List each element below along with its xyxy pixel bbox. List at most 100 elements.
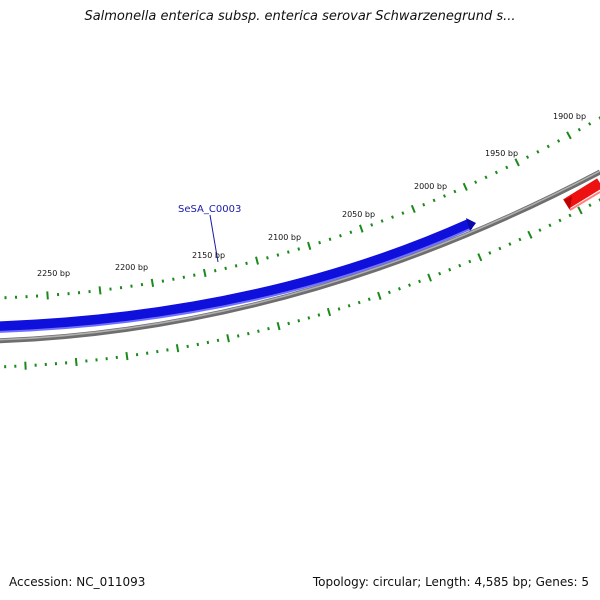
- ruler-minor-tick: [508, 242, 512, 246]
- ruler-major-tick: [202, 268, 207, 278]
- ruler-major-tick: [226, 334, 230, 343]
- gene-label-sesa-c0003[interactable]: SeSA_C0003: [178, 204, 241, 215]
- ruler-major-tick: [514, 158, 520, 167]
- ruler-minor-tick: [380, 219, 384, 223]
- ruler-minor-tick: [538, 228, 542, 232]
- ruler-minor-tick: [287, 321, 291, 326]
- ruler-minor-tick: [488, 251, 492, 255]
- ruler-minor-tick: [422, 202, 426, 207]
- gene-label-line: [209, 214, 219, 263]
- ruler-minor-tick: [224, 266, 227, 271]
- ruler-minor-tick: [397, 287, 401, 291]
- ruler-minor-tick: [494, 170, 498, 175]
- ruler-minor-tick: [546, 144, 550, 149]
- ruler-minor-tick: [370, 223, 374, 227]
- ruler-major-tick: [527, 230, 533, 239]
- ruler-major-tick: [359, 224, 364, 233]
- ruler-minor-tick: [498, 246, 502, 251]
- ruler-major-tick: [255, 256, 259, 265]
- ruler-label-2100: 2100 bp: [268, 233, 301, 242]
- ruler-minor-tick: [234, 264, 238, 268]
- ruler-minor-tick: [418, 279, 422, 284]
- ruler-major-tick: [477, 253, 483, 262]
- ruler-minor-tick: [432, 198, 436, 203]
- gene-arrowhead-blue: [466, 218, 476, 231]
- backbone-ring-highlight: [0, 170, 600, 341]
- ruler-major-tick: [462, 182, 468, 191]
- ruler-minor-tick: [246, 331, 250, 336]
- ruler-major-tick: [276, 322, 281, 331]
- ruler-minor-tick: [568, 213, 572, 218]
- ruler-minor-tick: [182, 275, 186, 279]
- gene-arc-red-shade: [569, 191, 600, 211]
- ruler-minor-tick: [448, 267, 452, 272]
- ruler-minor-tick: [318, 240, 322, 245]
- ruler-major-tick: [74, 357, 78, 367]
- ruler-minor-tick: [161, 279, 165, 283]
- ruler-major-tick: [175, 344, 180, 353]
- ruler-minor-tick: [328, 237, 332, 241]
- ruler-label-2050: 2050 bp: [342, 210, 375, 219]
- ruler-minor-tick: [236, 334, 240, 338]
- ruler-major-tick: [125, 352, 129, 361]
- ruler-label-1950: 1950 bp: [485, 149, 518, 158]
- ruler-minor-tick: [339, 234, 342, 238]
- ruler-minor-tick: [186, 344, 189, 349]
- ruler-minor-tick: [577, 127, 581, 132]
- ruler-minor-tick: [505, 165, 509, 170]
- ruler-minor-tick: [468, 259, 472, 264]
- ruler-minor-tick: [266, 256, 269, 260]
- ruler-minor-tick: [367, 297, 371, 301]
- ruler-minor-tick: [347, 304, 351, 308]
- ruler-minor-tick: [518, 237, 522, 242]
- ruler-minor-tick: [166, 348, 169, 352]
- ruler-minor-tick: [453, 189, 457, 194]
- ruler-minor-tick: [349, 230, 353, 235]
- ruler-minor-tick: [408, 283, 411, 287]
- accession-text: Accession: NC_011093: [9, 575, 146, 589]
- ruler-minor-tick: [536, 150, 540, 154]
- ruler-minor-tick: [442, 194, 447, 198]
- ruler-major-tick: [98, 286, 102, 295]
- ruler-major-tick: [326, 307, 332, 317]
- ruler-label-1900: 1900 bp: [553, 112, 586, 121]
- ruler-major-tick: [46, 291, 49, 300]
- ruler-minor-tick: [484, 175, 488, 180]
- ruler-label-2250: 2250 bp: [37, 269, 70, 278]
- gene-arc-blue-shade: [0, 228, 471, 333]
- ruler-major-tick: [577, 206, 583, 215]
- ruler-minor-tick: [337, 307, 341, 311]
- ruler-major-tick: [427, 273, 432, 282]
- map-title: Salmonella enterica subsp. enterica sero…: [84, 9, 516, 24]
- ruler-minor-tick: [557, 139, 561, 143]
- ruler-minor-tick: [297, 247, 301, 251]
- ruler-label-2150: 2150 bp: [192, 251, 225, 260]
- ruler-minor-tick: [216, 338, 220, 343]
- ruler-minor-tick: [391, 215, 394, 219]
- outer-ruler-ticks: [4, 116, 600, 300]
- ruler-minor-tick: [525, 155, 530, 159]
- ruler-minor-tick: [267, 327, 270, 331]
- ruler-major-tick: [410, 204, 416, 214]
- ruler-minor-tick: [297, 319, 301, 323]
- ruler-minor-tick: [286, 250, 290, 254]
- ruler-minor-tick: [438, 271, 442, 276]
- ruler-major-tick: [377, 291, 382, 300]
- ruler-minor-tick: [548, 223, 552, 228]
- summary-text: Topology: circular; Length: 4,585 bp; Ge…: [312, 575, 589, 589]
- gene-arc-red[interactable]: [563, 178, 600, 209]
- ruler-minor-tick: [206, 340, 210, 345]
- ruler-minor-tick: [588, 122, 592, 126]
- ruler-minor-tick: [588, 203, 592, 208]
- gene-arc-blue[interactable]: [0, 218, 473, 333]
- ruler-minor-tick: [387, 290, 391, 295]
- gene-arrowhead-red: [564, 196, 572, 210]
- ruler-minor-tick: [307, 316, 311, 320]
- ruler-minor-tick: [357, 300, 361, 305]
- ruler-major-tick: [566, 131, 572, 140]
- ruler-minor-tick: [558, 218, 562, 223]
- ruler-minor-tick: [196, 342, 200, 347]
- ruler-major-tick: [150, 278, 155, 288]
- ruler-minor-tick: [276, 253, 280, 257]
